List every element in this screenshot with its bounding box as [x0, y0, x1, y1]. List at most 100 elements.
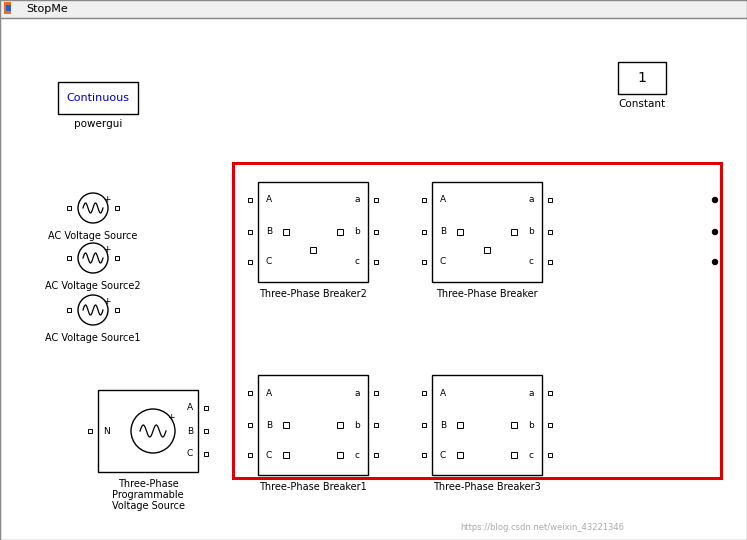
- Bar: [422, 198, 426, 202]
- Text: +: +: [103, 194, 111, 204]
- Bar: [337, 452, 343, 458]
- Text: Voltage Source: Voltage Source: [111, 501, 185, 511]
- Bar: [548, 230, 552, 234]
- Text: b: b: [528, 227, 534, 237]
- Bar: [548, 198, 552, 202]
- Bar: [204, 452, 208, 456]
- Bar: [511, 229, 517, 235]
- Text: a: a: [528, 388, 534, 397]
- Bar: [115, 206, 119, 210]
- Bar: [233, 163, 721, 478]
- Text: AC Voltage Source1: AC Voltage Source1: [46, 333, 140, 343]
- Text: C: C: [440, 450, 446, 460]
- Text: b: b: [528, 421, 534, 429]
- Text: AC Voltage Source: AC Voltage Source: [49, 231, 137, 241]
- Bar: [422, 230, 426, 234]
- Text: c: c: [355, 258, 359, 267]
- Bar: [374, 198, 378, 202]
- Text: Three-Phase Breaker2: Three-Phase Breaker2: [259, 289, 367, 299]
- Text: +: +: [103, 296, 111, 306]
- Bar: [457, 452, 463, 458]
- Bar: [258, 375, 368, 475]
- Bar: [258, 182, 368, 282]
- Bar: [422, 391, 426, 395]
- Text: c: c: [528, 258, 533, 267]
- Text: b: b: [354, 421, 360, 429]
- Bar: [457, 422, 463, 428]
- Text: a: a: [354, 388, 360, 397]
- Text: StopMe: StopMe: [26, 4, 68, 14]
- Bar: [374, 260, 378, 264]
- Bar: [204, 406, 208, 410]
- Text: B: B: [266, 227, 272, 237]
- Text: C: C: [266, 258, 272, 267]
- Text: https://blog.csdn.net/weixin_43221346: https://blog.csdn.net/weixin_43221346: [460, 523, 624, 532]
- Text: A: A: [266, 195, 272, 205]
- Bar: [511, 422, 517, 428]
- Text: A: A: [187, 403, 193, 413]
- Bar: [67, 308, 71, 312]
- Bar: [283, 452, 289, 458]
- Bar: [457, 229, 463, 235]
- Circle shape: [78, 295, 108, 325]
- Bar: [422, 423, 426, 427]
- Bar: [248, 423, 252, 427]
- Text: b: b: [354, 227, 360, 237]
- Bar: [337, 229, 343, 235]
- Bar: [283, 422, 289, 428]
- Text: A: A: [266, 388, 272, 397]
- Bar: [618, 62, 666, 94]
- Text: +: +: [103, 245, 111, 253]
- Bar: [548, 453, 552, 457]
- Bar: [248, 453, 252, 457]
- Bar: [98, 390, 198, 472]
- Text: C: C: [187, 449, 193, 458]
- Bar: [548, 423, 552, 427]
- Bar: [422, 260, 426, 264]
- Bar: [248, 260, 252, 264]
- Text: A: A: [440, 195, 446, 205]
- Text: N: N: [102, 427, 109, 435]
- Circle shape: [713, 198, 718, 202]
- Text: B: B: [266, 421, 272, 429]
- Text: Programmable: Programmable: [112, 490, 184, 500]
- Text: B: B: [440, 421, 446, 429]
- Bar: [204, 429, 208, 433]
- Text: +: +: [167, 414, 175, 422]
- Bar: [248, 198, 252, 202]
- Bar: [548, 260, 552, 264]
- Bar: [248, 230, 252, 234]
- Bar: [67, 256, 71, 260]
- Bar: [0, 0, 747, 18]
- Text: 1: 1: [637, 71, 646, 85]
- Text: c: c: [528, 450, 533, 460]
- Bar: [115, 256, 119, 260]
- Bar: [67, 206, 71, 210]
- Text: C: C: [440, 258, 446, 267]
- Bar: [4, 2, 11, 14]
- Text: Three-Phase Breaker1: Three-Phase Breaker1: [259, 482, 367, 492]
- Bar: [374, 453, 378, 457]
- Text: Three-Phase Breaker3: Three-Phase Breaker3: [433, 482, 541, 492]
- Bar: [432, 375, 542, 475]
- Text: Continuous: Continuous: [66, 93, 129, 103]
- Text: Three-Phase: Three-Phase: [117, 479, 179, 489]
- Bar: [6, 5, 11, 11]
- Bar: [248, 391, 252, 395]
- Bar: [283, 229, 289, 235]
- Text: B: B: [440, 227, 446, 237]
- Text: a: a: [528, 195, 534, 205]
- Bar: [115, 308, 119, 312]
- Circle shape: [131, 409, 175, 453]
- Text: Constant: Constant: [619, 99, 666, 109]
- Circle shape: [713, 230, 718, 234]
- Text: c: c: [355, 450, 359, 460]
- Text: A: A: [440, 388, 446, 397]
- Text: powergui: powergui: [74, 119, 123, 129]
- Text: a: a: [354, 195, 360, 205]
- Circle shape: [78, 193, 108, 223]
- Bar: [374, 391, 378, 395]
- Bar: [310, 247, 316, 253]
- Bar: [374, 423, 378, 427]
- Bar: [432, 182, 542, 282]
